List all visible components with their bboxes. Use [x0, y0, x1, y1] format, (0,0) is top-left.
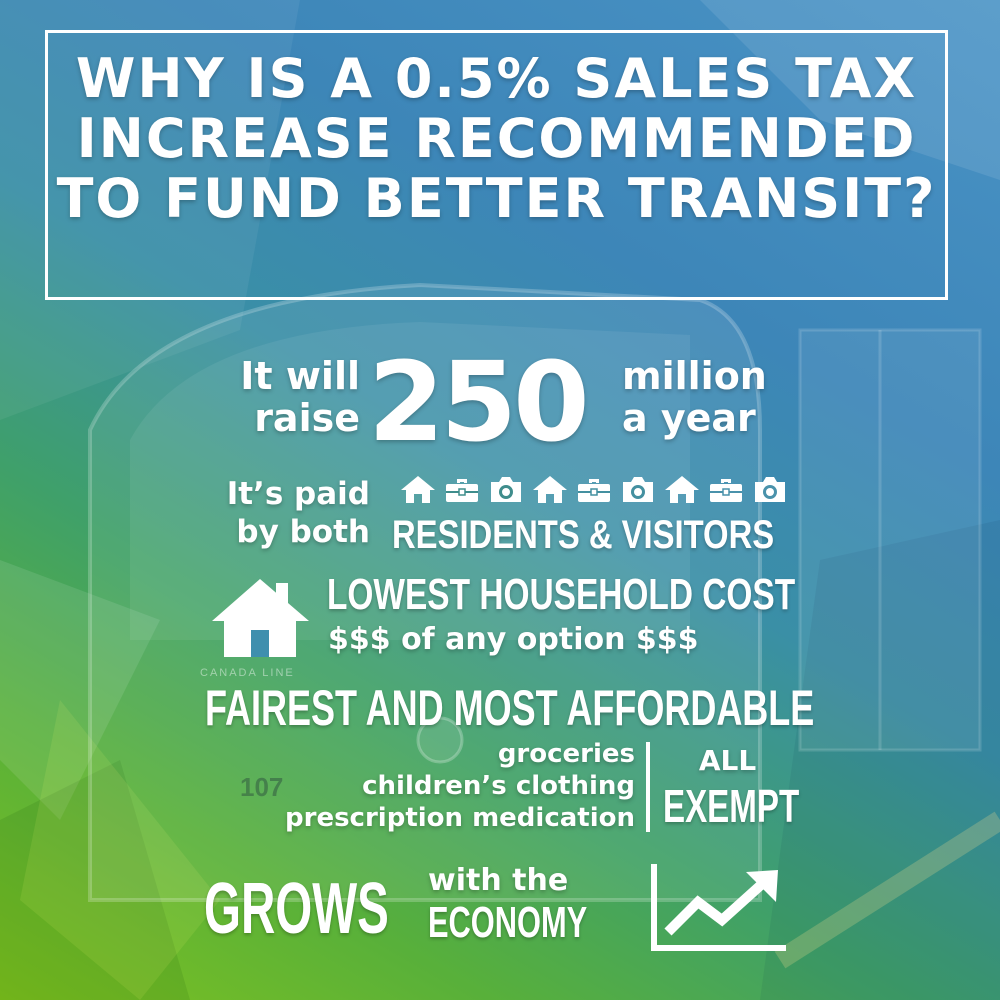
exempt-label-wrap: EXEMPT [663, 780, 852, 832]
train-line-label: CANADA LINE [200, 667, 295, 679]
household-headline: LOWEST HOUSEHOLD COST [327, 570, 796, 619]
home-icon [401, 476, 435, 503]
fairness-headline-wrap: FAIREST AND MOST AFFORDABLE [205, 680, 1000, 736]
economy-word: ECONOMY [428, 898, 588, 947]
payers-left-line2: by both [236, 514, 370, 550]
exempt-items-list: groceries children’s clothing prescripti… [180, 738, 635, 834]
household-headline-wrap: LOWEST HOUSEHOLD COST [327, 570, 943, 620]
revenue-right-line1: million [622, 354, 767, 398]
grows-word: GROWS [204, 869, 389, 949]
revenue-amount: 250 [368, 338, 590, 466]
payers-left-line1: It’s paid [226, 476, 370, 512]
exempt-label: EXEMPT [663, 780, 800, 832]
home-icon [665, 476, 699, 503]
trending-up-chart-icon [651, 864, 786, 951]
train-car-number: 107 [240, 772, 283, 802]
exempt-item-childrens-clothing: children’s clothing [362, 771, 635, 801]
exempt-item-groceries: groceries [497, 739, 635, 769]
grows-word-wrap: GROWS [204, 868, 484, 949]
with-the-text: with the [428, 863, 569, 898]
briefcase-icon [710, 479, 742, 502]
headline-title: WHY IS A 0.5% SALES TAX INCREASE RECOMME… [56, 47, 937, 230]
home-icon [533, 476, 567, 503]
camera-icon [491, 477, 521, 502]
revenue-left-line1: It will [240, 354, 360, 398]
economy-word-wrap: ECONOMY [428, 898, 655, 948]
payer-icon-row [398, 473, 790, 505]
fairness-headline: FAIREST AND MOST AFFORDABLE [205, 680, 815, 736]
revenue-right-text: million a year [622, 355, 767, 439]
revenue-left-line2: raise [254, 396, 360, 440]
exempt-item-prescription-medication: prescription medication [285, 803, 635, 833]
camera-icon [623, 477, 653, 502]
exempt-all-label: ALL [698, 744, 757, 777]
payers-left-text: It’s paid by both [200, 475, 370, 551]
title-box: WHY IS A 0.5% SALES TAX INCREASE RECOMME… [45, 30, 948, 300]
household-subline: $$$ of any option $$$ [328, 622, 699, 657]
exempt-divider [646, 742, 650, 832]
payers-headline: RESIDENTS & VISITORS [392, 513, 775, 557]
briefcase-icon [446, 479, 478, 502]
briefcase-icon [578, 479, 610, 502]
payers-headline-wrap: RESIDENTS & VISITORS [392, 512, 858, 558]
revenue-right-line2: a year [622, 396, 756, 440]
camera-icon [755, 477, 785, 502]
house-icon [212, 579, 309, 657]
revenue-left-text: It will raise [200, 355, 360, 439]
